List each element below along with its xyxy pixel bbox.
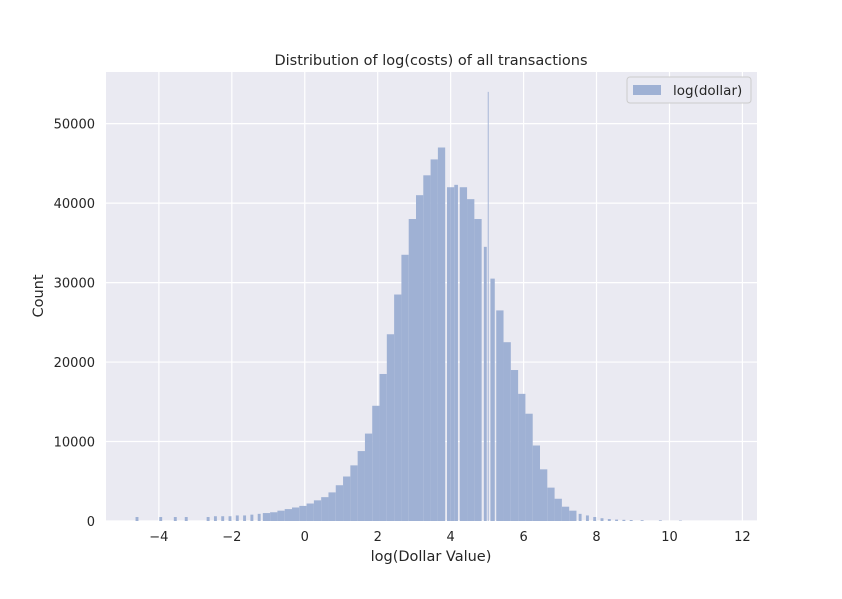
x-tick-label: 2	[374, 530, 382, 545]
histogram-bar	[159, 517, 162, 521]
histogram-bar	[292, 507, 299, 521]
x-tick-label: −2	[222, 530, 241, 545]
y-tick-label: 20000	[54, 356, 95, 371]
histogram-bar	[229, 516, 232, 521]
y-tick-label: 50000	[54, 118, 95, 133]
histogram-bar	[328, 492, 335, 521]
histogram-bar	[474, 219, 481, 521]
histogram-bar	[562, 507, 569, 521]
histogram-bar	[350, 465, 357, 521]
histogram-bar	[365, 434, 372, 521]
histogram-bar	[601, 518, 604, 521]
histogram-bar	[467, 199, 474, 521]
histogram-bar	[277, 511, 284, 521]
histogram-bar	[484, 247, 487, 521]
histogram-bar	[307, 504, 314, 521]
y-tick-label: 40000	[54, 197, 95, 212]
x-tick-label: 0	[301, 530, 309, 545]
x-axis-label: log(Dollar Value)	[371, 549, 492, 565]
histogram-bar	[358, 451, 365, 521]
x-tick-label: 10	[661, 530, 678, 545]
y-tick-label: 0	[87, 515, 95, 530]
histogram-bar	[451, 187, 455, 521]
histogram-bar	[490, 279, 494, 521]
x-tick-label: 8	[592, 530, 600, 545]
histogram-bar	[214, 516, 217, 521]
histogram-bar	[593, 517, 596, 521]
x-tick-label: 6	[519, 530, 527, 545]
legend[interactable]: log(dollar)	[627, 77, 751, 103]
histogram-bar	[547, 488, 554, 521]
histogram-bar	[221, 516, 224, 521]
histogram-bar	[174, 517, 177, 521]
histogram-bar	[496, 310, 503, 521]
histogram-bar	[321, 497, 328, 521]
histogram-bar	[343, 476, 350, 521]
histogram-bar	[488, 92, 489, 521]
histogram-bar	[243, 515, 246, 521]
legend-swatch	[633, 85, 661, 95]
histogram-bar	[372, 406, 379, 521]
histogram-bar	[586, 515, 589, 521]
histogram-bar	[380, 374, 387, 521]
histogram-bar	[387, 334, 394, 521]
histogram-bar	[236, 515, 239, 521]
histogram-bar	[659, 520, 662, 521]
histogram-bar	[258, 514, 261, 521]
histogram-bar	[504, 342, 511, 521]
histogram-bar	[136, 517, 139, 521]
histogram-bar	[207, 517, 210, 521]
histogram-bar	[409, 219, 416, 521]
histogram-bar	[185, 517, 188, 521]
histogram-bar	[401, 255, 408, 521]
histogram-bar	[518, 394, 525, 521]
histogram-bar	[423, 175, 430, 521]
histogram-bar	[641, 520, 644, 521]
y-tick-label: 10000	[54, 436, 95, 451]
histogram-bar	[270, 512, 277, 521]
histogram-bar	[540, 469, 547, 521]
x-axis-ticks: −4 −2 0 2 4 6 8 10 12	[149, 530, 750, 545]
histogram-bar	[431, 159, 438, 521]
histogram-bar	[336, 485, 343, 521]
histogram-bar	[511, 370, 518, 521]
histogram-bar	[569, 511, 576, 521]
histogram-bar	[299, 506, 306, 521]
histogram-bar	[394, 295, 401, 521]
histogram-bar	[615, 520, 618, 521]
histogram-bar	[579, 514, 582, 521]
histogram-bar	[285, 509, 292, 521]
histogram-bar	[454, 185, 458, 521]
histogram-bar	[263, 513, 270, 521]
histogram-bar	[460, 187, 467, 521]
y-axis-ticks: 0 10000 20000 30000 40000 50000	[54, 118, 95, 530]
x-tick-label: 12	[734, 530, 751, 545]
y-axis-label: Count	[31, 274, 47, 317]
histogram-bar	[438, 147, 445, 521]
histogram-bar	[416, 195, 423, 521]
histogram-bar	[533, 446, 540, 521]
histogram-bar	[525, 414, 532, 521]
legend-label: log(dollar)	[673, 83, 742, 99]
x-tick-label: −4	[149, 530, 168, 545]
histogram-bar	[630, 520, 633, 521]
x-tick-label: 4	[447, 530, 455, 545]
histogram-bar	[447, 187, 451, 521]
chart-title: Distribution of log(costs) of all transa…	[274, 53, 587, 69]
histogram-bar	[555, 499, 562, 521]
histogram-bar	[608, 519, 611, 521]
histogram-bar	[250, 515, 253, 521]
histogram-bar	[622, 520, 625, 521]
histogram-bar	[314, 500, 321, 521]
y-tick-label: 30000	[54, 277, 95, 292]
